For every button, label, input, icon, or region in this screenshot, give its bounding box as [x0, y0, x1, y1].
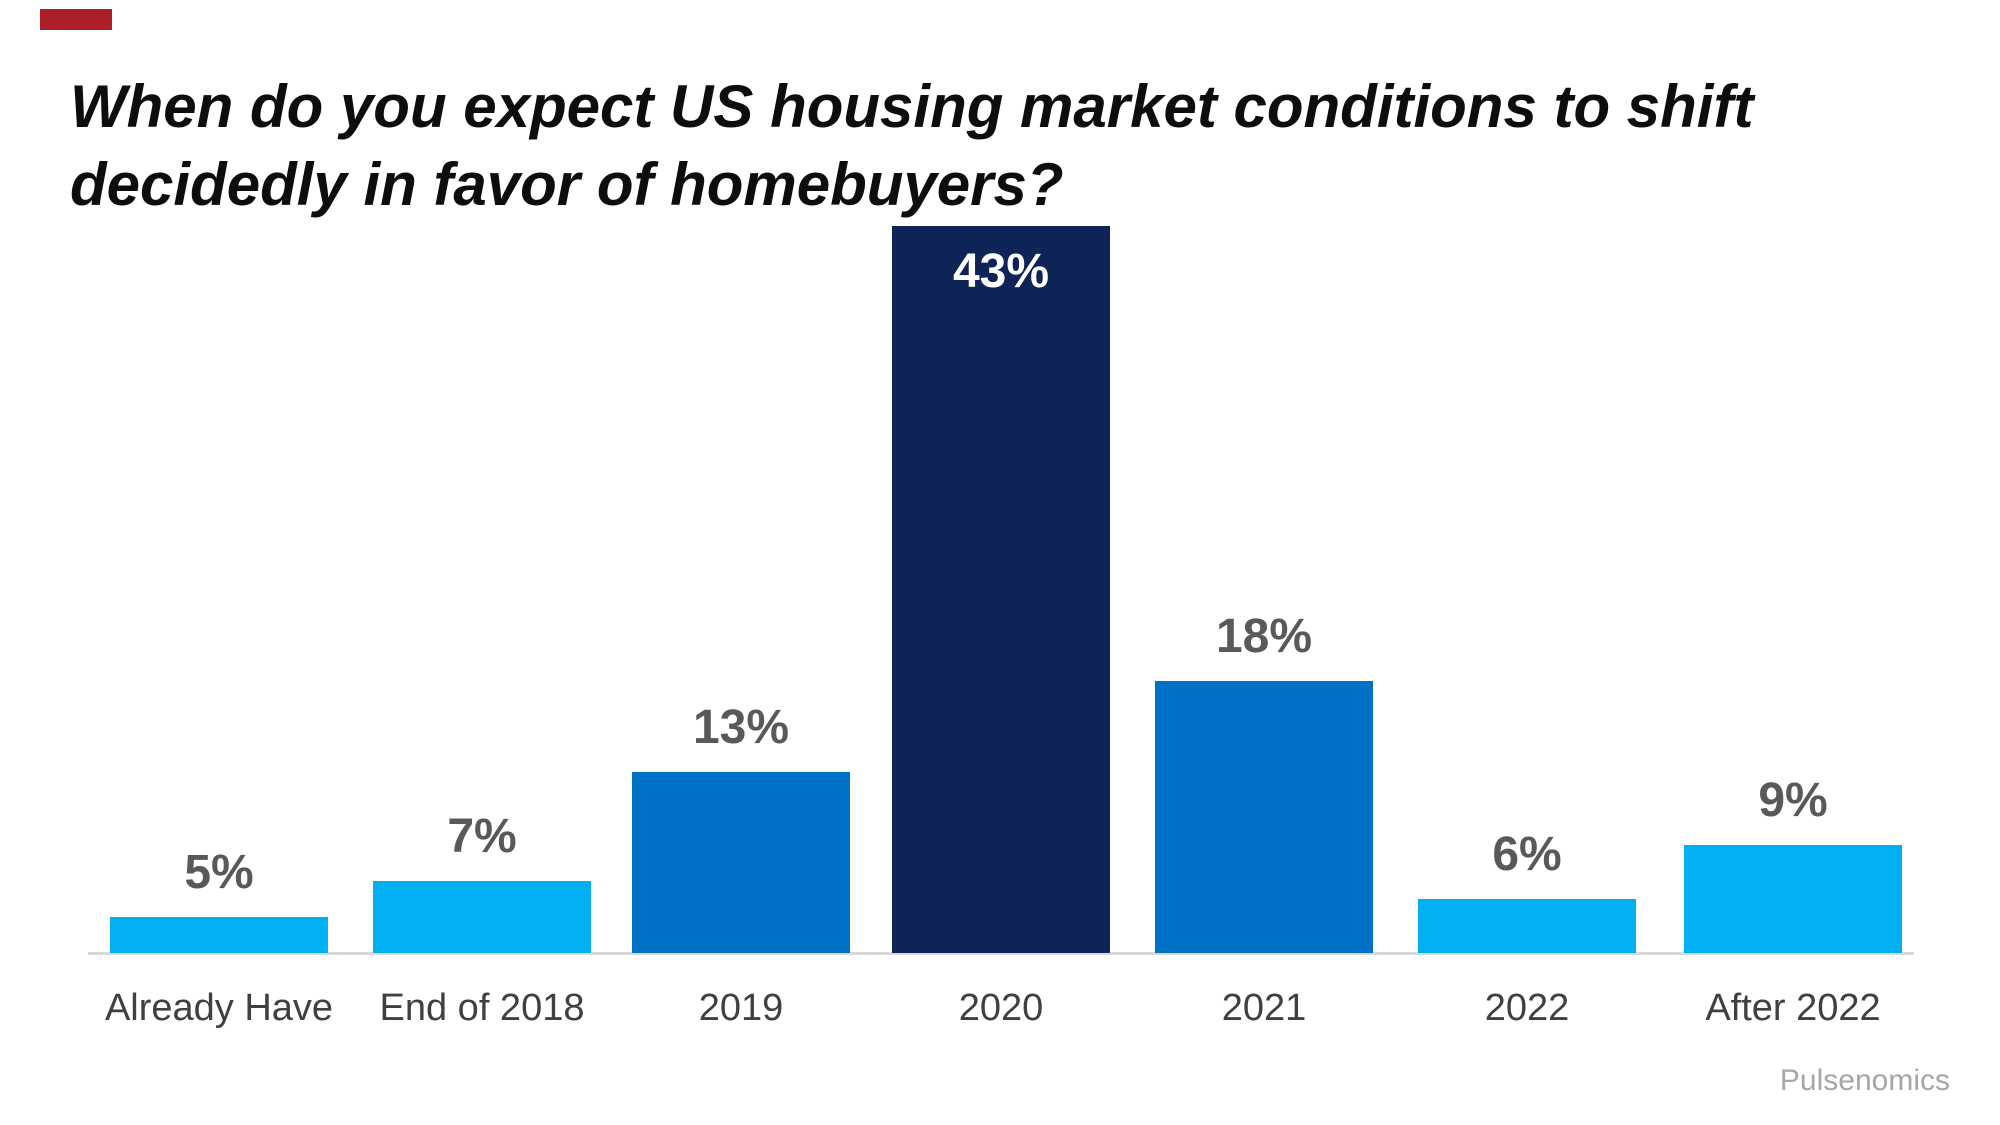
bar-category-label: 2022: [1484, 987, 1570, 1029]
chart-title: When do you expect US housing market con…: [70, 73, 1754, 218]
bar-category-label: 2019: [698, 987, 784, 1029]
bar-value-label: 13%: [692, 701, 790, 754]
bar-value-label: 43%: [952, 245, 1050, 298]
bar-value-label: 5%: [184, 846, 254, 899]
bar-category-label: End of 2018: [379, 987, 585, 1029]
bar-2022: [1418, 899, 1636, 953]
bar-end-of-2018: [373, 881, 591, 953]
bar-2020: [892, 226, 1110, 953]
bar-category-label: Already Have: [104, 987, 334, 1029]
bar-value-label: 6%: [1492, 828, 1562, 881]
bar-already-have: [110, 917, 328, 953]
bar-value-label: 18%: [1215, 610, 1313, 663]
red-corner-mark: [40, 9, 112, 30]
bar-2021: [1155, 681, 1373, 953]
bar-2019: [632, 772, 850, 953]
attribution-source-label: Pulsenomics: [1779, 1064, 1950, 1097]
bar-category-label: 2020: [958, 987, 1044, 1029]
bar-value-label: 9%: [1758, 774, 1828, 827]
bar-after-2022: [1684, 845, 1902, 953]
bar-category-label: 2021: [1221, 987, 1307, 1029]
bar-value-label: 7%: [447, 810, 517, 863]
x-axis-baseline: [88, 952, 1914, 955]
bar-category-label: After 2022: [1705, 987, 1881, 1029]
